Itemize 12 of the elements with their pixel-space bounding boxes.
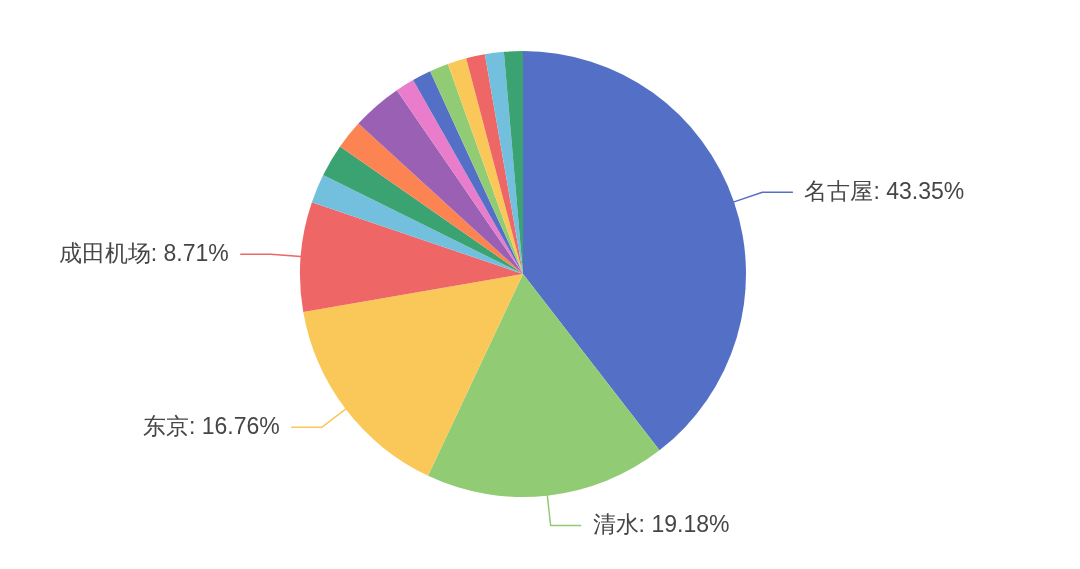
pie-slice: [484, 51, 523, 274]
pie-slice: [358, 90, 523, 274]
pie-slice: [430, 64, 523, 274]
slice-label: 成田机场: 8.71%: [58, 240, 229, 267]
pie-slice: [340, 123, 523, 274]
pie-slice: [311, 175, 523, 274]
pie-slice: [323, 146, 523, 274]
pie-slice: [466, 54, 523, 274]
slice-label: 东京: 16.76%: [142, 413, 280, 440]
slice-label: 清水: 19.18%: [592, 511, 730, 538]
slice-label: 名古屋: 43.35%: [804, 178, 965, 205]
pie-slice: [396, 79, 523, 274]
